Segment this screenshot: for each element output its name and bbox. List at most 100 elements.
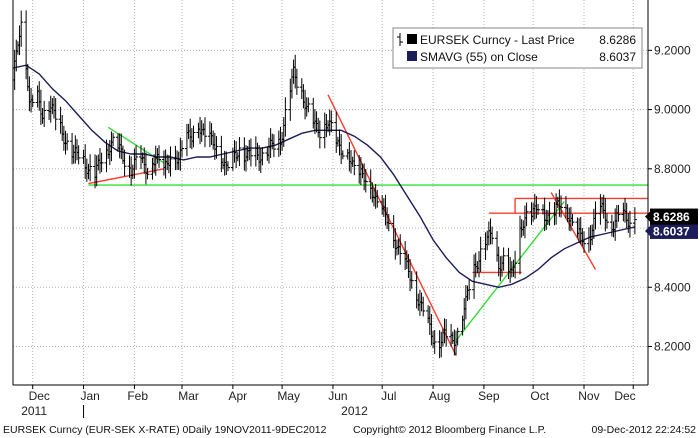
ohlc-bar (627, 210, 632, 238)
badge-label: 8.6037 (653, 224, 690, 238)
ohlc-bar (632, 207, 637, 235)
ohlc-bar (386, 213, 391, 232)
ohlc-bar (260, 147, 265, 166)
ohlc-bar (65, 133, 70, 151)
ohlc-bar (76, 145, 81, 165)
x-year-label: 2011 (21, 404, 47, 418)
x-month-label: Mar (178, 389, 199, 403)
ohlc-bar (524, 202, 529, 227)
ohlc-bar (88, 154, 93, 182)
y-tick-label: 8.8000 (654, 162, 691, 176)
ohlc-bar (478, 236, 483, 272)
x-month-label: Jan (80, 389, 99, 403)
ohlc-bar (570, 214, 575, 227)
y-tick-label: 8.2000 (654, 340, 691, 354)
ohlc-bar (294, 68, 299, 95)
trendline (88, 168, 165, 185)
y-tick-label: 8.4000 (654, 280, 691, 294)
ohlc-bar (168, 146, 173, 177)
ohlc-bar (375, 189, 380, 208)
ohlc-bar (547, 201, 552, 226)
x-month-label: May (277, 389, 300, 403)
ohlc-bar-icon (397, 33, 403, 46)
x-month-label: Dec (614, 389, 635, 403)
x-month-label: Apr (228, 389, 247, 403)
ohlc-bar (490, 226, 495, 245)
legend-label-sma: SMAVG (55) on Close (420, 50, 538, 64)
ohlc-bar (421, 296, 426, 317)
ohlc-bar (306, 97, 311, 113)
legend-swatch-price (407, 34, 417, 44)
ohlc-bar (604, 213, 609, 229)
x-month-label: Jul (381, 389, 396, 403)
footer-description: EURSEK Curncy (EUR-SEK X-RATE) 0Daily 19… (3, 424, 327, 436)
ohlc-bar (157, 145, 162, 168)
legend-label-price: EURSEK Curncy - Last Price (420, 33, 575, 47)
ohlc-bar (237, 136, 242, 166)
x-month-label: Dec (29, 389, 50, 403)
badge-background (650, 222, 698, 239)
ohlc-bar (30, 94, 35, 108)
ohlc-bar (145, 167, 150, 180)
ohlc-bar (202, 117, 207, 148)
badge-label: 8.6286 (653, 210, 690, 224)
price-series (12, 10, 637, 359)
ohlc-bar (19, 10, 24, 47)
legend-value-sma: 8.6037 (599, 50, 636, 64)
last-price-badge: 8.6286 (645, 208, 698, 225)
trendline (550, 192, 597, 270)
legend-box (392, 27, 643, 69)
ohlc-bar (317, 120, 322, 149)
footer: EURSEK Curncy (EUR-SEK X-RATE) 0Daily 19… (3, 424, 696, 436)
x-month-label: Jun (328, 389, 347, 403)
ohlc-bar (398, 234, 403, 265)
ohlc-bar (559, 195, 564, 218)
ohlc-bar (283, 97, 288, 137)
sma-last-badge: 8.6037 (645, 222, 698, 239)
badge-pointer (645, 211, 650, 222)
ohlc-bar (42, 100, 47, 127)
ohlc-bar (248, 138, 253, 167)
x-month-label: Sep (478, 389, 500, 403)
square-swatch-icon (407, 51, 417, 61)
ohlc-bar (513, 250, 518, 279)
ohlc-bar (191, 125, 196, 148)
ohlc-bar (180, 140, 185, 158)
ohlc-bar (536, 203, 541, 215)
x-month-label: Aug (429, 389, 450, 403)
ohlc-bar (444, 319, 449, 347)
ohlc-bar (329, 110, 334, 133)
ohlc-bar (467, 279, 472, 300)
legend[interactable]: EURSEK Curncy - Last Price 8.6286 SMAVG … (392, 27, 643, 69)
ohlc-bar (134, 145, 139, 170)
legend-value-price: 8.6286 (599, 33, 636, 47)
x-month-label: Feb (127, 389, 148, 403)
ohlc-bar (225, 161, 230, 172)
ohlc-bar (53, 98, 58, 131)
badge-pointer (645, 225, 650, 236)
footer-copyright: Copyright© 2012 Bloomberg Finance L.P. (353, 424, 546, 436)
ohlc-bar (214, 136, 219, 159)
trendline (327, 94, 457, 356)
grid-lines (13, 0, 648, 385)
ohlc-bar (432, 330, 437, 354)
ohlc-bar (99, 152, 104, 173)
ohlc-bar (616, 204, 621, 222)
footer-timestamp: 09-Dec-2012 22:24:52 (592, 424, 697, 436)
x-month-label: Nov (578, 389, 599, 403)
badge-background (650, 208, 698, 225)
ohlc-bar (352, 150, 357, 176)
ohlc-bar (409, 271, 414, 289)
x-year-label: 2012 (341, 404, 368, 418)
x-month-label: Oct (530, 389, 549, 403)
ohlc-bar (271, 134, 276, 158)
ohlc-bar (111, 132, 116, 147)
ohlc-bar (363, 169, 368, 193)
ohlc-bar (501, 247, 506, 271)
y-tick-label: 9.0000 (654, 103, 691, 117)
ohlc-bar (582, 231, 587, 253)
ohlc-bar (593, 201, 598, 230)
